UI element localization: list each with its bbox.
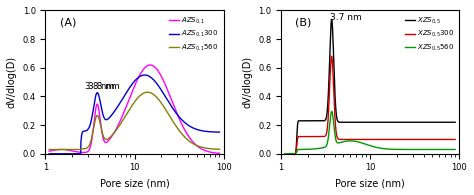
$XZS_{0.5}$	[329, 18, 335, 20]
$AZS_{0.1}$	[147, 64, 153, 66]
$AZS_{0.1}$	[57, 148, 63, 151]
$XZS_{0.5}$560	[385, 148, 391, 150]
Line: $XZS_{0.5}$300: $XZS_{0.5}$300	[285, 56, 455, 154]
Legend: $AZS_{0.1}$, $AZS_{0.1}$300, $AZS_{0.1}$560: $AZS_{0.1}$, $AZS_{0.1}$300, $AZS_{0.1}$…	[167, 14, 220, 54]
$XZS_{0.5}$	[292, 152, 298, 155]
$XZS_{0.5}$300	[391, 138, 396, 141]
$XZS_{0.5}$300	[411, 138, 417, 141]
$AZS_{0.1}$300	[146, 75, 151, 77]
$XZS_{0.5}$300	[282, 153, 288, 155]
$AZS_{0.1}$300	[150, 78, 155, 80]
$AZS_{0.1}$	[46, 150, 52, 152]
$XZS_{0.5}$560	[329, 110, 335, 113]
$AZS_{0.1}$560	[193, 144, 199, 146]
$XZS_{0.5}$	[385, 121, 391, 123]
$XZS_{0.5}$	[452, 121, 458, 123]
$AZS_{0.1}$	[155, 69, 161, 72]
$AZS_{0.1}$300	[155, 84, 161, 86]
$XZS_{0.5}$560	[429, 148, 435, 151]
$AZS_{0.1}$560	[150, 93, 155, 95]
Y-axis label: dV/dlog(D): dV/dlog(D)	[243, 56, 253, 108]
$AZS_{0.1}$560	[176, 129, 182, 131]
$XZS_{0.5}$	[282, 153, 288, 155]
Text: (A): (A)	[60, 18, 76, 28]
$AZS_{0.1}$	[176, 116, 182, 118]
Text: 3.8 nm: 3.8 nm	[85, 82, 115, 91]
Legend: $XZS_{0.5}$, $XZS_{0.5}$300, $XZS_{0.5}$560: $XZS_{0.5}$, $XZS_{0.5}$300, $XZS_{0.5}$…	[403, 14, 456, 54]
$XZS_{0.5}$560	[381, 147, 387, 150]
$XZS_{0.5}$560	[411, 148, 417, 151]
$AZS_{0.1}$560	[145, 91, 150, 93]
X-axis label: Pore size (nm): Pore size (nm)	[100, 178, 169, 188]
$XZS_{0.5}$560	[292, 152, 298, 155]
$AZS_{0.1}$560	[217, 148, 222, 150]
$AZS_{0.1}$300	[176, 115, 182, 117]
$XZS_{0.5}$300	[452, 138, 458, 141]
X-axis label: Pore size (nm): Pore size (nm)	[335, 178, 405, 188]
Text: 3.8 nm: 3.8 nm	[88, 82, 120, 91]
Y-axis label: dV/dlog(D): dV/dlog(D)	[7, 56, 17, 108]
$XZS_{0.5}$300	[385, 138, 391, 141]
$XZS_{0.5}$560	[391, 148, 396, 151]
Line: $AZS_{0.1}$: $AZS_{0.1}$	[49, 65, 219, 153]
$XZS_{0.5}$	[411, 121, 417, 123]
$AZS_{0.1}$	[193, 144, 199, 146]
$AZS_{0.1}$560	[146, 91, 151, 93]
Line: $XZS_{0.5}$: $XZS_{0.5}$	[285, 19, 455, 154]
Text: 3.7 nm: 3.7 nm	[329, 13, 361, 22]
$AZS_{0.1}$560	[46, 148, 52, 151]
$AZS_{0.1}$	[150, 65, 155, 67]
$AZS_{0.1}$560	[155, 98, 161, 100]
Text: (B): (B)	[295, 18, 312, 28]
$XZS_{0.5}$300	[381, 138, 387, 141]
$XZS_{0.5}$300	[429, 138, 435, 141]
$XZS_{0.5}$560	[282, 153, 288, 155]
$XZS_{0.5}$300	[292, 152, 298, 155]
$XZS_{0.5}$560	[452, 148, 458, 151]
$XZS_{0.5}$	[381, 121, 387, 123]
$AZS_{0.1}$	[217, 152, 222, 154]
Line: $XZS_{0.5}$560: $XZS_{0.5}$560	[285, 111, 455, 154]
$XZS_{0.5}$	[429, 121, 435, 123]
$AZS_{0.1}$300	[142, 74, 147, 76]
$AZS_{0.1}$	[145, 64, 151, 67]
Line: $AZS_{0.1}$560: $AZS_{0.1}$560	[49, 92, 219, 150]
$AZS_{0.1}$300	[46, 153, 52, 155]
$AZS_{0.1}$300	[217, 131, 222, 133]
$AZS_{0.1}$300	[57, 153, 63, 155]
$AZS_{0.1}$560	[57, 148, 63, 151]
Line: $AZS_{0.1}$300: $AZS_{0.1}$300	[49, 75, 219, 154]
$AZS_{0.1}$300	[193, 128, 199, 130]
$XZS_{0.5}$	[391, 121, 396, 123]
$XZS_{0.5}$300	[329, 55, 335, 57]
